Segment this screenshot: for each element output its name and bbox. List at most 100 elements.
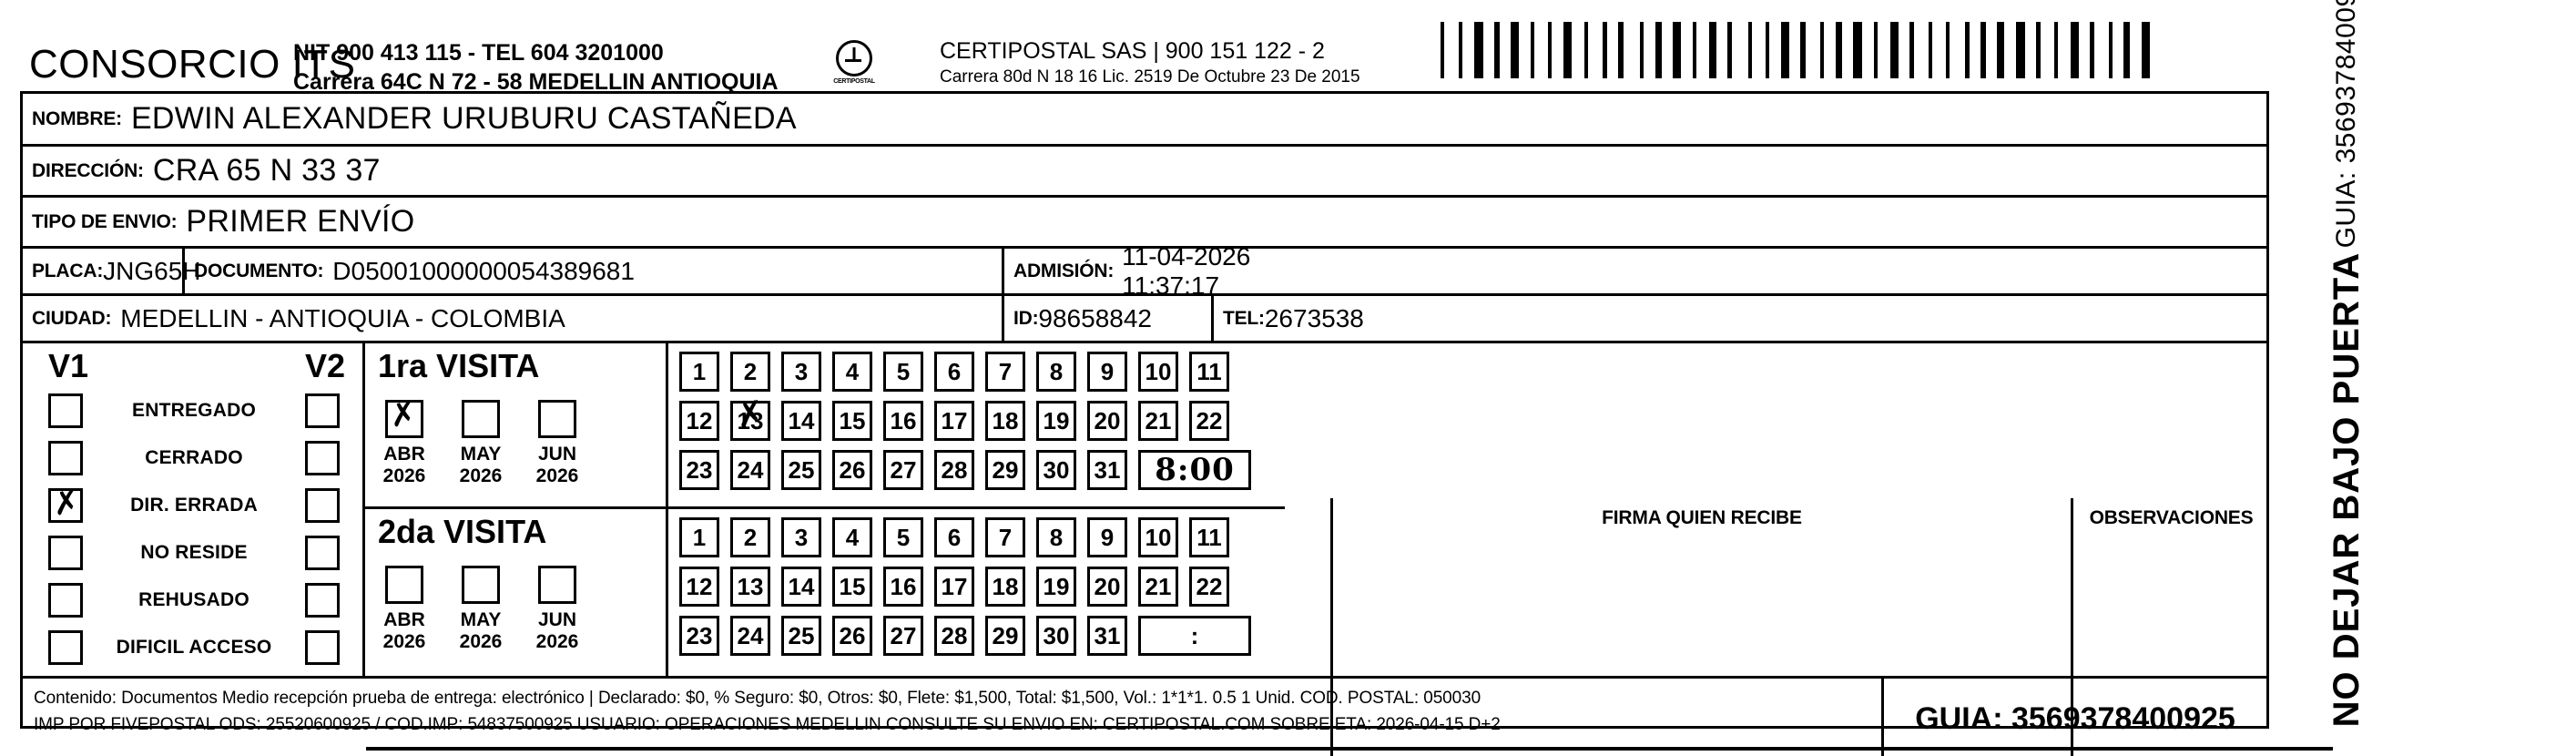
checkbox-v1-no-reside[interactable] <box>48 536 83 570</box>
day-cell-21[interactable]: 21 <box>1138 567 1178 607</box>
day-cell-11[interactable]: 11 <box>1189 517 1229 557</box>
day-cell-28[interactable]: 28 <box>934 616 974 656</box>
day-cell-20[interactable]: 20 <box>1087 401 1127 441</box>
day-cell-6[interactable]: 6 <box>934 517 974 557</box>
bottom-rule <box>366 747 2333 751</box>
placa-label: PLACA: <box>32 260 104 281</box>
visit-time-box[interactable]: : <box>1138 616 1251 656</box>
observaciones-column[interactable]: OBSERVACIONES <box>2073 498 2269 756</box>
day-cell-25[interactable]: 25 <box>781 616 821 656</box>
checkbox-v1-entregado[interactable] <box>48 393 83 428</box>
barcode-bar <box>1929 22 1932 78</box>
day-cell-24[interactable]: 24 <box>730 616 770 656</box>
day-cell-4[interactable]: 4 <box>832 352 872 392</box>
day-cell-3[interactable]: 3 <box>781 517 821 557</box>
barcode-bar <box>1548 22 1552 78</box>
day-grid: 1 2 3 4 5 6 7 8 9 10 11 12 13 ✗ 14 15 16 17 18 19 20 21 22 23 24… <box>668 343 1285 509</box>
day-cell-15[interactable]: 15 <box>832 567 872 607</box>
checkbox-month-jun[interactable] <box>538 566 576 604</box>
barcode-bar <box>1459 22 1462 78</box>
day-cell-25[interactable]: 25 <box>781 450 821 490</box>
visit-day-grids: 1 2 3 4 5 6 7 8 9 10 11 12 13 ✗ 14 15 16 17 18 19 20 21 22 23 24… <box>666 343 1285 676</box>
checkbox-month-may[interactable] <box>462 566 500 604</box>
day-cell-14[interactable]: 14 <box>781 567 821 607</box>
day-cell-5[interactable]: 5 <box>883 352 923 392</box>
checkbox-month-abr[interactable]: ✗ <box>385 394 423 438</box>
day-cell-17[interactable]: 17 <box>934 567 974 607</box>
day-cell-12[interactable]: 12 <box>679 401 719 441</box>
visit-title: 2da VISITA <box>378 513 547 550</box>
day-cell-27[interactable]: 27 <box>883 616 923 656</box>
day-cell-10[interactable]: 10 <box>1138 517 1178 557</box>
day-cell-4[interactable]: 4 <box>832 517 872 557</box>
checkbox-v2-dir-errada[interactable] <box>305 488 340 523</box>
checkbox-v2-rehusado[interactable] <box>305 583 340 618</box>
month-option: ABR 2026 <box>378 566 431 653</box>
day-cell-9[interactable]: 9 <box>1087 517 1127 557</box>
day-cell-1[interactable]: 1 <box>679 517 719 557</box>
day-cell-13[interactable]: 13 <box>730 567 770 607</box>
day-cell-3[interactable]: 3 <box>781 352 821 392</box>
day-cell-7[interactable]: 7 <box>985 352 1025 392</box>
checkbox-v1-dificil-acceso[interactable] <box>48 630 83 665</box>
day-cell-21[interactable]: 21 <box>1138 401 1178 441</box>
day-cell-8[interactable]: 8 <box>1036 517 1076 557</box>
day-cell-2[interactable]: 2 <box>730 352 770 392</box>
checkbox-month-jun[interactable] <box>538 400 576 438</box>
day-cell-30[interactable]: 30 <box>1036 616 1076 656</box>
day-cell-27[interactable]: 27 <box>883 450 923 490</box>
day-cell-14[interactable]: 14 <box>781 401 821 441</box>
day-cell-26[interactable]: 26 <box>832 450 872 490</box>
day-cell-1[interactable]: 1 <box>679 352 719 392</box>
day-cell-20[interactable]: 20 <box>1087 567 1127 607</box>
day-cell-19[interactable]: 19 <box>1036 401 1076 441</box>
nombre-label: NOMBRE: <box>32 107 122 129</box>
day-cell-23[interactable]: 23 <box>679 450 719 490</box>
checkbox-v2-no-reside[interactable] <box>305 536 340 570</box>
checkbox-v1-dir-errada[interactable]: ✗ <box>48 483 83 524</box>
day-cell-29[interactable]: 29 <box>985 450 1025 490</box>
day-cell-31[interactable]: 31 <box>1087 616 1127 656</box>
checkbox-v2-entregado[interactable] <box>305 393 340 428</box>
day-cell-18[interactable]: 18 <box>985 401 1025 441</box>
day-cell-30[interactable]: 30 <box>1036 450 1076 490</box>
checkbox-v2-cerrado[interactable] <box>305 441 340 475</box>
tel-value: 2673538 <box>1264 303 1364 332</box>
day-cell-9[interactable]: 9 <box>1087 352 1127 392</box>
no-dejar-bajo-puerta-notice: NO DEJAR BAJO PUERTA <box>2326 251 2367 727</box>
day-cell-5[interactable]: 5 <box>883 517 923 557</box>
barcode-bar <box>2036 22 2041 78</box>
day-cell-18[interactable]: 18 <box>985 567 1025 607</box>
day-cell-6[interactable]: 6 <box>934 352 974 392</box>
check-mark-icon: ✗ <box>50 483 83 524</box>
day-cell-23[interactable]: 23 <box>679 616 719 656</box>
operator-name: CERTIPOSTAL SAS | 900 151 122 - 2 <box>940 38 1325 64</box>
day-cell-31[interactable]: 31 <box>1087 450 1127 490</box>
day-cell-13[interactable]: 13 ✗ <box>730 393 770 441</box>
day-cell-22[interactable]: 22 <box>1189 567 1229 607</box>
day-cell-2[interactable]: 2 <box>730 517 770 557</box>
day-cell-28[interactable]: 28 <box>934 450 974 490</box>
day-cell-26[interactable]: 26 <box>832 616 872 656</box>
day-cell-16[interactable]: 16 <box>883 401 923 441</box>
checkbox-month-abr[interactable] <box>385 566 423 604</box>
day-cell-11[interactable]: 11 <box>1189 352 1229 392</box>
visit-time-box[interactable]: 8:00 <box>1138 450 1251 490</box>
day-cell-10[interactable]: 10 <box>1138 352 1178 392</box>
barcode-bar <box>1727 22 1732 78</box>
day-cell-8[interactable]: 8 <box>1036 352 1076 392</box>
day-cell-15[interactable]: 15 <box>832 401 872 441</box>
checkbox-month-may[interactable] <box>462 400 500 438</box>
checkbox-v1-rehusado[interactable] <box>48 583 83 618</box>
checkbox-v2-dificil-acceso[interactable] <box>305 630 340 665</box>
checkbox-v1-cerrado[interactable] <box>48 441 83 475</box>
day-cell-7[interactable]: 7 <box>985 517 1025 557</box>
day-cell-17[interactable]: 17 <box>934 401 974 441</box>
day-cell-22[interactable]: 22 <box>1189 401 1229 441</box>
day-cell-12[interactable]: 12 <box>679 567 719 607</box>
day-cell-19[interactable]: 19 <box>1036 567 1076 607</box>
day-cell-16[interactable]: 16 <box>883 567 923 607</box>
day-cell-29[interactable]: 29 <box>985 616 1025 656</box>
firma-column[interactable]: FIRMA QUIEN RECIBE <box>1330 498 2073 756</box>
day-cell-24[interactable]: 24 <box>730 450 770 490</box>
